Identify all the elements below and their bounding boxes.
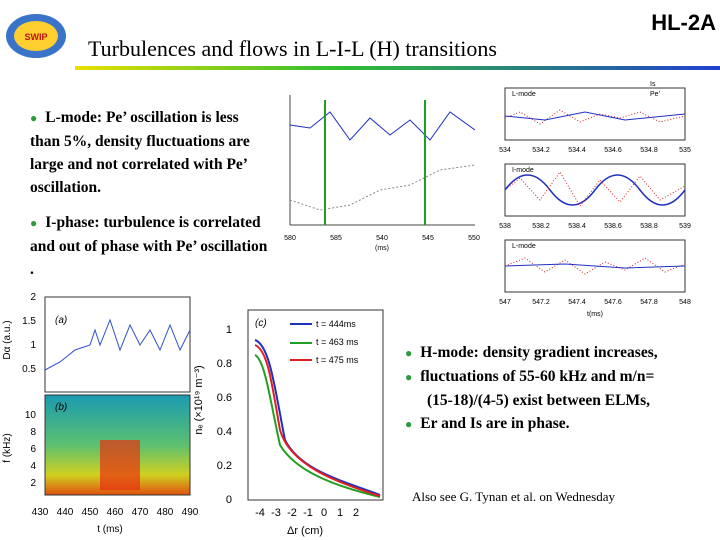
x-tick-label: 1 xyxy=(337,507,343,519)
x-tick-label: 450 xyxy=(82,507,99,518)
x-tick-label: 534.2 xyxy=(532,147,550,154)
x-tick-label: 535 xyxy=(679,147,691,154)
y-tick-label: 8 xyxy=(30,427,36,438)
y-tick-label: 2 xyxy=(30,292,36,303)
y-tick-label: 2 xyxy=(30,478,36,489)
bullet-text: Er and Is are in phase. xyxy=(420,415,570,432)
x-tick-label: 580 xyxy=(284,235,296,242)
x-tick-label: 538.2 xyxy=(532,223,550,230)
x-tick-label: 0 xyxy=(321,507,327,519)
y-tick-label: 6 xyxy=(30,444,36,455)
bullet-text: H-mode: density gradient increases, xyxy=(420,344,658,361)
bullet: ● fluctuations of 55-60 kHz and m/n=(15-1… xyxy=(405,365,675,412)
x-axis-label: Δr (cm) xyxy=(287,525,323,537)
bullet: ● H-mode: density gradient increases, xyxy=(405,341,675,365)
panel-label: I-mode xyxy=(512,167,534,174)
top-middle-plot xyxy=(289,95,476,226)
bullet-text: I-phase: turbulence is correlated and ou… xyxy=(30,214,268,278)
x-tick-label: 545 xyxy=(422,235,434,242)
x-axis-label: t(ms) xyxy=(587,311,603,318)
y-tick-label: 10 xyxy=(25,410,37,421)
y-axis-label: f (kHz) xyxy=(2,433,13,462)
x-tick-label: 490 xyxy=(182,507,199,518)
x-tick-label: 538.4 xyxy=(568,223,586,230)
bullet: ● I-phase: turbulence is correlated and o… xyxy=(30,211,270,281)
x-tick-label: 550 xyxy=(468,235,480,242)
y-tick-label: 1 xyxy=(30,340,36,351)
x-tick-label: 547.2 xyxy=(532,299,550,306)
x-tick-label: 534.4 xyxy=(568,147,586,154)
plot-c xyxy=(247,309,384,501)
logo-text: SWIP xyxy=(24,32,47,42)
panel-label: (a) xyxy=(55,315,67,326)
legend-label: Pe’ xyxy=(650,91,661,98)
y-axis-label: Dα (a.u.) xyxy=(2,320,13,359)
x-tick-label: 547 xyxy=(499,299,511,306)
panel-label: L-mode xyxy=(512,243,536,250)
bullet-text: L-mode: Pe’ oscillation is less than 5%,… xyxy=(30,109,250,196)
x-axis-label: t (ms) xyxy=(97,524,123,535)
x-tick-label: -2 xyxy=(287,507,297,519)
y-tick-label: 0.6 xyxy=(217,392,232,404)
x-tick-label: -3 xyxy=(271,507,281,519)
legend-label: t = 463 ms xyxy=(316,337,359,347)
bullet-dot: ● xyxy=(405,417,413,431)
y-tick-label: 0.8 xyxy=(217,358,232,370)
x-tick-label: -1 xyxy=(303,507,313,519)
y-axis-label: nₑ (×10¹⁹ m⁻³) xyxy=(193,365,205,434)
tag: HL-2A xyxy=(651,10,716,35)
x-tick-label: 547.4 xyxy=(568,299,586,306)
legend-label: Is xyxy=(650,81,656,88)
logo-inner xyxy=(14,21,58,51)
x-tick-label: 547.8 xyxy=(640,299,658,306)
y-tick-label: 4 xyxy=(30,461,36,472)
bullet-dot: ● xyxy=(405,370,413,384)
bullet-dot: ● xyxy=(405,346,413,360)
x-tick-label: 538.8 xyxy=(640,223,658,230)
x-tick-label: 539 xyxy=(679,223,691,230)
x-tick-label: 470 xyxy=(132,507,149,518)
x-tick-label: 534.6 xyxy=(604,147,622,154)
legend-label: t = 475 ms xyxy=(316,355,359,365)
x-tick-label: 480 xyxy=(157,507,174,518)
y-tick-label: 0.2 xyxy=(217,460,232,472)
x-tick-label: 2 xyxy=(353,507,359,519)
bullet-dot: ● xyxy=(30,111,38,125)
panel-label: L-mode xyxy=(512,91,536,98)
x-tick-label: 540 xyxy=(376,235,388,242)
y-tick-label: 1.5 xyxy=(22,316,36,327)
plot-ab xyxy=(44,296,191,496)
legend-label: t = 444ms xyxy=(316,319,356,329)
title: Turbulences and flows in L-I-L (H) trans… xyxy=(88,36,497,61)
bullet-text: fluctuations of 55-60 kHz and m/n=(15-18… xyxy=(420,368,655,409)
x-axis-label: (ms) xyxy=(375,245,389,252)
x-tick-label: 534 xyxy=(499,147,511,154)
x-tick-label: 460 xyxy=(107,507,124,518)
bullet-dot: ● xyxy=(30,216,38,230)
x-tick-label: 538 xyxy=(499,223,511,230)
x-tick-label: 547.6 xyxy=(604,299,622,306)
panel-label: (b) xyxy=(55,402,67,413)
panel-label: (c) xyxy=(255,318,267,329)
x-tick-label: 548 xyxy=(679,299,691,306)
bullet: ● L-mode: Pe’ oscillation is less than 5%… xyxy=(30,106,270,199)
x-tick-label: 440 xyxy=(57,507,74,518)
x-tick-label: 585 xyxy=(330,235,342,242)
top-right-plots xyxy=(504,87,686,293)
y-tick-label: 0.4 xyxy=(217,426,232,438)
y-tick-label: 1 xyxy=(226,324,232,336)
x-tick-label: 534.8 xyxy=(640,147,658,154)
bullet: ● Er and Is are in phase. xyxy=(405,412,675,436)
x-tick-label: 538.6 xyxy=(604,223,622,230)
footnote: Also see G. Tynan et al. on Wednesday xyxy=(412,489,615,504)
y-tick-label: 0 xyxy=(226,494,232,506)
title-rule xyxy=(75,66,720,70)
y-tick-label: 0.5 xyxy=(22,364,36,375)
x-tick-label: 430 xyxy=(32,507,49,518)
x-tick-label: -4 xyxy=(255,507,265,519)
